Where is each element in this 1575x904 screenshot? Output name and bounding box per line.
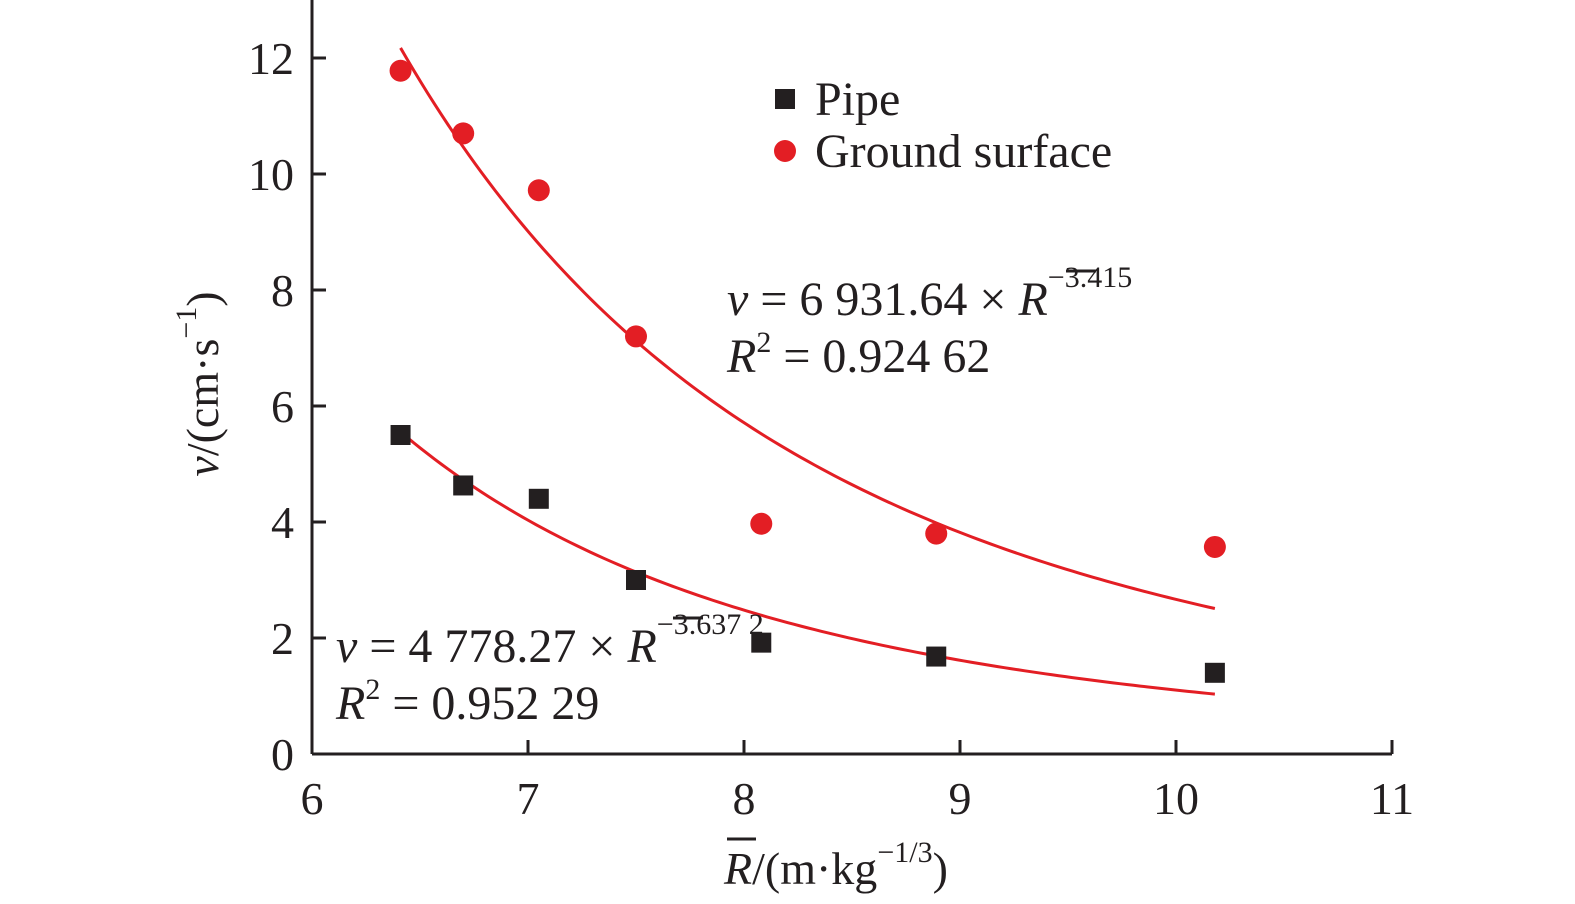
y-axis-title: v/(cm·s−1)	[170, 291, 228, 476]
y-tick-label: 10	[248, 149, 294, 200]
x-axis-title-symbol: R	[723, 843, 752, 894]
eq-pipe-R: R	[626, 620, 656, 673]
r2-gs-sq: 2	[756, 326, 771, 359]
eq-pipe-v: v	[336, 620, 358, 673]
x-tick-label: 7	[517, 773, 540, 824]
axes	[310, 0, 1392, 756]
legend-marker-ground-surface	[774, 140, 796, 162]
point-ground-surface	[750, 512, 773, 535]
point-ground-surface	[925, 522, 948, 545]
y-axis-title-close: )	[177, 291, 228, 306]
point-ground-surface	[625, 325, 647, 348]
r2-pipe-eq: = 0.952 29	[380, 677, 599, 730]
x-axis-title-exp: −1/3	[877, 836, 932, 869]
ticks: 6 7 8 9 10 11 0 2 4 6 8 10 12	[248, 33, 1414, 824]
y-axis-title-symbol: v	[177, 456, 228, 477]
point-pipe	[1204, 662, 1225, 683]
eq-pipe-exp: −3.637 2	[657, 608, 764, 641]
eq-pipe-eq: = 4 778.27 ×	[357, 620, 627, 673]
point-pipe	[390, 425, 411, 445]
x-tick-label: 11	[1370, 773, 1414, 824]
svg-text:R2 = 0.924 62: R2 = 0.924 62	[726, 326, 990, 383]
point-ground-surface	[1203, 535, 1226, 558]
x-axis-title: R/(m·kg−1/3)	[723, 836, 948, 894]
y-tick-label: 4	[271, 497, 294, 548]
svg-text:v/(cm·s−1): v/(cm·s−1)	[170, 291, 228, 476]
r2-gs-R: R	[726, 330, 756, 383]
r2-pipe-sq: 2	[365, 673, 380, 706]
r2-pipe-R: R	[335, 677, 365, 730]
legend: Pipe Ground surface	[774, 73, 1112, 178]
legend-label-pipe: Pipe	[815, 73, 900, 126]
svg-text:R2 = 0.952 29: R2 = 0.952 29	[335, 673, 599, 730]
data-points	[389, 59, 1226, 683]
x-axis-title-close: )	[933, 843, 948, 894]
point-pipe	[926, 646, 947, 667]
point-pipe	[751, 632, 772, 653]
svg-text:v = 6 931.64 × R−3.415: v = 6 931.64 × R−3.415	[727, 261, 1132, 326]
equation-pipe: v = 4 778.27 × R−3.637 2 R2 = 0.952 29	[335, 608, 764, 730]
r2-gs-eq: = 0.924 62	[771, 330, 990, 383]
equation-ground-surface: v = 6 931.64 × R−3.415 R2 = 0.924 62	[726, 261, 1132, 383]
x-tick-label: 10	[1153, 773, 1199, 824]
point-ground-surface	[389, 59, 412, 82]
point-ground-surface	[452, 122, 475, 145]
y-tick-label: 0	[271, 729, 294, 780]
point-pipe	[453, 475, 474, 496]
y-tick-label: 12	[248, 33, 294, 84]
svg-text:R/(m·kg−1/3): R/(m·kg−1/3)	[723, 836, 948, 894]
legend-marker-pipe	[775, 89, 795, 109]
y-axis-title-exp: −1	[170, 307, 203, 339]
y-tick-label: 8	[271, 265, 294, 316]
legend-label-ground-surface: Ground surface	[815, 125, 1112, 178]
x-axis-title-unit: /(m·kg	[752, 843, 877, 894]
point-pipe	[626, 570, 646, 590]
eq-gs-v: v	[727, 273, 749, 326]
point-ground-surface	[527, 179, 550, 202]
x-tick-label: 6	[301, 773, 324, 824]
eq-gs-exp: −3.415	[1048, 261, 1132, 294]
eq-gs-R: R	[1017, 273, 1047, 326]
y-axis-title-unit: /(cm·s	[177, 339, 228, 457]
x-tick-label: 9	[949, 773, 972, 824]
fit-curves	[399, 47, 1216, 696]
x-tick-label: 8	[733, 773, 756, 824]
point-pipe	[528, 488, 549, 509]
svg-text:v = 4 778.27 × R−3.637 2: v = 4 778.27 × R−3.637 2	[336, 608, 764, 673]
y-tick-label: 2	[271, 613, 294, 664]
eq-gs-eq: = 6 931.64 ×	[748, 273, 1018, 326]
fit-curve-ground-surface	[399, 47, 1216, 610]
fit-curve-pipe	[399, 430, 1216, 696]
y-tick-label: 6	[271, 381, 294, 432]
